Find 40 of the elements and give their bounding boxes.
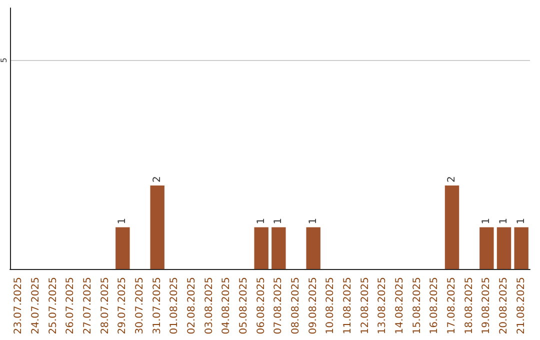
data-label: 1	[273, 218, 284, 224]
x-tick-label: 13.08.2025	[377, 277, 388, 334]
x-tick-label: 17.08.2025	[446, 277, 458, 334]
x-tick-label: 01.08.2025	[169, 277, 180, 334]
data-label: 1	[498, 218, 510, 224]
x-tick-label: 25.07.2025	[48, 277, 59, 334]
x-tick-label: 07.08.2025	[273, 277, 284, 334]
x-tick-label: 24.07.2025	[30, 277, 42, 334]
x-tick-label: 06.08.2025	[256, 277, 267, 334]
x-tick-label: 30.07.2025	[134, 277, 146, 334]
data-label: 1	[256, 218, 267, 224]
x-tick-label: 09.08.2025	[308, 277, 319, 334]
y-tick-label: 5	[0, 58, 8, 63]
data-label: 1	[308, 218, 319, 224]
x-tick-label: 03.08.2025	[204, 277, 215, 334]
x-tick-label: 16.08.2025	[429, 277, 440, 334]
x-tick-label: 26.07.2025	[65, 277, 76, 334]
x-tick-label: 28.07.2025	[100, 277, 111, 334]
data-label: 1	[516, 218, 527, 224]
x-tick-label: 10.08.2025	[325, 277, 336, 334]
x-tick-label: 04.08.2025	[221, 277, 232, 334]
x-tick-label: 27.07.2025	[82, 277, 94, 334]
x-tick-label: 08.08.2025	[290, 277, 302, 334]
x-tick-label: 18.08.2025	[464, 277, 475, 334]
x-tick-label: 23.07.2025	[13, 277, 24, 334]
x-tick-label: 15.08.2025	[412, 277, 423, 334]
x-tick-label: 31.07.2025	[152, 277, 163, 334]
x-tick-label: 21.08.2025	[516, 277, 527, 334]
x-tick-label: 02.08.2025	[186, 277, 198, 334]
x-tick-label: 29.07.2025	[117, 277, 128, 334]
x-tick-label: 11.08.2025	[342, 277, 354, 334]
data-label: 1	[117, 218, 128, 224]
data-label: 2	[446, 176, 458, 182]
x-tick-label: 05.08.2025	[238, 277, 250, 334]
x-tick-label: 14.08.2025	[394, 277, 406, 334]
x-tick-label: 12.08.2025	[360, 277, 371, 334]
x-tick-label: 20.08.2025	[498, 277, 510, 334]
data-label: 1	[481, 218, 492, 224]
data-label: 2	[152, 176, 163, 182]
x-tick-label: 19.08.2025	[481, 277, 492, 334]
